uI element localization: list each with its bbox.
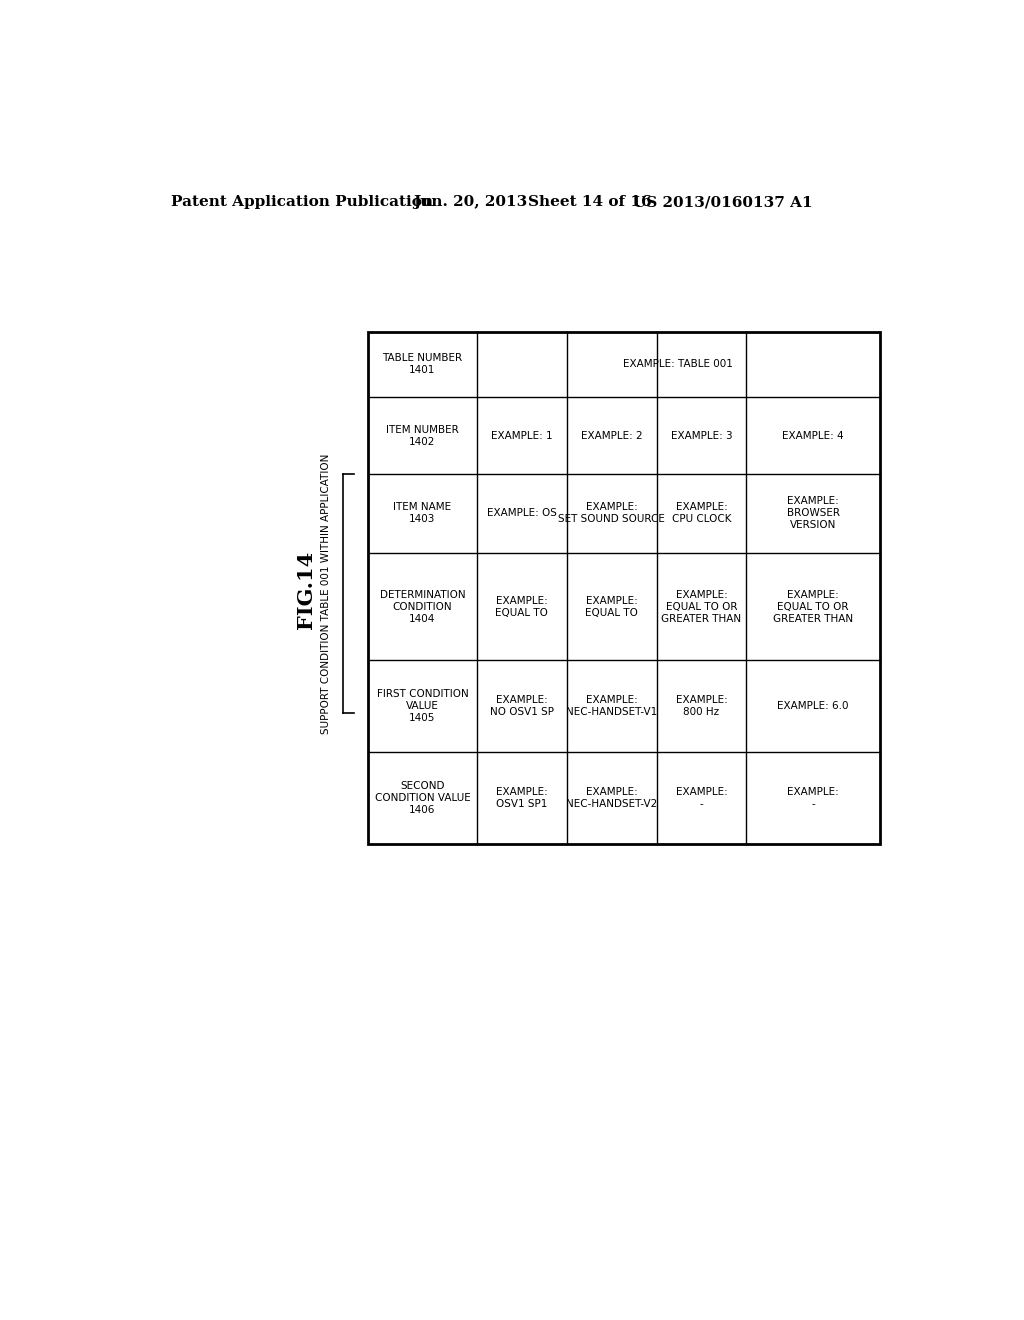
Text: EXAMPLE:
EQUAL TO OR
GREATER THAN: EXAMPLE: EQUAL TO OR GREATER THAN: [662, 590, 741, 623]
Text: Patent Application Publication: Patent Application Publication: [171, 195, 432, 210]
Bar: [369, 331, 880, 843]
Text: EXAMPLE:
NEC-HANDSET-V1: EXAMPLE: NEC-HANDSET-V1: [566, 696, 657, 717]
Text: EXAMPLE:
EQUAL TO: EXAMPLE: EQUAL TO: [585, 595, 638, 618]
Text: EXAMPLE: 2: EXAMPLE: 2: [581, 430, 642, 441]
Text: DETERMINATION
CONDITION
1404: DETERMINATION CONDITION 1404: [380, 590, 465, 623]
Text: ITEM NAME
1403: ITEM NAME 1403: [393, 503, 452, 524]
Text: EXAMPLE:
OSV1 SP1: EXAMPLE: OSV1 SP1: [496, 787, 548, 809]
Text: EXAMPLE:
SET SOUND SOURCE: EXAMPLE: SET SOUND SOURCE: [558, 503, 665, 524]
Text: FIG.14: FIG.14: [296, 550, 316, 628]
Text: EXAMPLE: 1: EXAMPLE: 1: [490, 430, 553, 441]
Text: SECOND
CONDITION VALUE
1406: SECOND CONDITION VALUE 1406: [375, 781, 470, 814]
Text: EXAMPLE: 3: EXAMPLE: 3: [671, 430, 732, 441]
Text: EXAMPLE:
CPU CLOCK: EXAMPLE: CPU CLOCK: [672, 503, 731, 524]
Text: EXAMPLE:
BROWSER
VERSION: EXAMPLE: BROWSER VERSION: [786, 496, 840, 531]
Text: EXAMPLE:
NO OSV1 SP: EXAMPLE: NO OSV1 SP: [489, 696, 554, 717]
Text: EXAMPLE: TABLE 001: EXAMPLE: TABLE 001: [624, 359, 733, 370]
Text: EXAMPLE:
800 Hz: EXAMPLE: 800 Hz: [676, 696, 727, 717]
Text: SUPPORT CONDITION TABLE 001 WITHIN APPLICATION: SUPPORT CONDITION TABLE 001 WITHIN APPLI…: [321, 453, 331, 734]
Text: US 2013/0160137 A1: US 2013/0160137 A1: [633, 195, 813, 210]
Text: EXAMPLE: OS: EXAMPLE: OS: [486, 508, 557, 519]
Text: FIRST CONDITION
VALUE
1405: FIRST CONDITION VALUE 1405: [377, 689, 468, 723]
Text: Sheet 14 of 16: Sheet 14 of 16: [528, 195, 651, 210]
Text: Jun. 20, 2013: Jun. 20, 2013: [414, 195, 527, 210]
Text: EXAMPLE:
EQUAL TO: EXAMPLE: EQUAL TO: [496, 595, 548, 618]
Text: EXAMPLE:
-: EXAMPLE: -: [676, 787, 727, 809]
Text: EXAMPLE: 6.0: EXAMPLE: 6.0: [777, 701, 849, 711]
Text: TABLE NUMBER
1401: TABLE NUMBER 1401: [382, 354, 463, 375]
Text: EXAMPLE: 4: EXAMPLE: 4: [782, 430, 844, 441]
Text: EXAMPLE:
EQUAL TO OR
GREATER THAN: EXAMPLE: EQUAL TO OR GREATER THAN: [773, 590, 853, 623]
Text: EXAMPLE:
-: EXAMPLE: -: [787, 787, 839, 809]
Text: ITEM NUMBER
1402: ITEM NUMBER 1402: [386, 425, 459, 446]
Text: EXAMPLE:
NEC-HANDSET-V2: EXAMPLE: NEC-HANDSET-V2: [566, 787, 657, 809]
